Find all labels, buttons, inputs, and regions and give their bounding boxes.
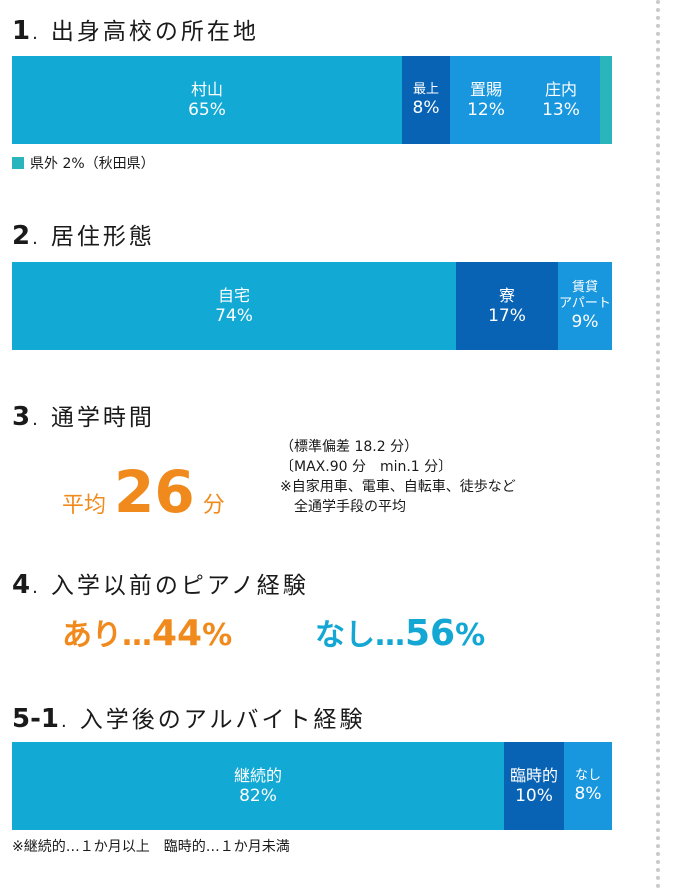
category-label: 臨時的 [509,766,558,785]
piano-yes-label: あり… [62,618,152,653]
value-label: 8% [412,98,440,118]
residence-stacked-bar: 自宅 74% 寮 17% 賃貸 アパート 9% [12,262,612,350]
category-label: 自宅 [217,286,250,305]
section-2-heading: 2. 居住形態 [12,221,155,251]
bar-segment: 寮 17% [456,262,558,350]
bar-segment: 最上 8% [402,56,450,144]
bar-segment: 継続的 82% [12,742,504,830]
category-label: 賃貸 [571,280,598,295]
piano-yes-unit: % [202,618,233,653]
category-label: なし [574,768,601,783]
segment-label: 継続的 82% [12,766,504,806]
segment-label: 庄内 13% [522,80,600,120]
origin-stacked-bar: 村山 65% 最上 8% 置賜 12% 庄内 13% [12,56,612,144]
value-label: 12% [467,100,505,120]
bar-segment: 庄内 13% [522,56,600,144]
bar-segment: なし 8% [564,742,612,830]
bar-segment [600,56,612,144]
piano-no-value: 56 [405,613,456,654]
commute-note-line: ※自家用車、電車、自転車、徒歩など [280,479,516,495]
segment-label: 村山 65% [12,80,402,120]
category-label: 継続的 [233,766,282,785]
bar-segment: 臨時的 10% [504,742,564,830]
value-label: 10% [515,786,553,806]
value-label: 74% [215,306,253,326]
piano-no-unit: % [455,618,486,653]
section-3-number: 3 [12,402,31,432]
value-label: 8% [574,784,602,804]
bar-segment: 自宅 74% [12,262,456,350]
bar-segment: 賃貸 アパート 9% [558,262,612,350]
section-5-heading: 5-1. 入学後のアルバイト経験 [12,704,366,734]
value-label: 9% [571,312,599,332]
bar-segment: 村山 65% [12,56,402,144]
out-of-prefecture-text: 県外 2%（秋田県） [30,156,155,172]
bar-segment: 置賜 12% [450,56,522,144]
segment-label: 最上 8% [402,82,450,118]
value-label: 82% [239,786,277,806]
parttime-stacked-bar: 継続的 82% 臨時的 10% なし 8% [12,742,612,830]
section-3-heading: 3. 通学時間 [12,402,155,432]
section-5-title: 入学後のアルバイト経験 [79,707,366,733]
piano-no: なし…56% [315,610,485,654]
parttime-note: ※継続的…１か月以上 臨時的…１か月未満 [12,839,290,855]
legend-swatch [12,157,24,169]
dotted-divider [656,0,660,889]
category-label: 村山 [190,80,223,99]
value-label: 17% [488,306,526,326]
section-1-number: 1 [12,16,31,46]
category-label: 寮 [498,286,515,305]
value-label: 13% [542,100,580,120]
category-label: 置賜 [469,80,502,99]
value-label: 65% [188,100,226,120]
segment-label: なし 8% [564,768,612,804]
segment-label: 賃貸 アパート 9% [558,280,612,332]
out-of-prefecture-note: 県外 2%（秋田県） [12,153,155,173]
segment-label: 自宅 74% [12,286,456,326]
commute-notes: （標準偏差 18.2 分） 〔MAX.90 分 min.1 分〕 ※自家用車、電… [280,437,516,517]
category-label: 庄内 [544,80,577,99]
commute-average-value: 26 [114,458,195,526]
section-4-title: 入学以前のピアノ経験 [50,573,309,599]
section-1-title: 出身高校の所在地 [50,19,259,45]
section-2-title: 居住形態 [50,224,155,250]
segment-label: 置賜 12% [450,80,522,120]
commute-note-line: 〔MAX.90 分 min.1 分〕 [280,459,453,475]
commute-note-line: 全通学手段の平均 [280,499,406,515]
segment-label: 寮 17% [456,286,558,326]
piano-no-label: なし… [315,618,405,653]
commute-average: 平均 26 分 [62,458,225,526]
category-label: アパート [559,296,611,311]
commute-note-line: （標準偏差 18.2 分） [280,439,419,455]
section-2-number: 2 [12,221,31,251]
section-3-title: 通学時間 [50,405,155,431]
section-5-number: 5-1 [12,704,59,734]
segment-label: 臨時的 10% [504,766,564,806]
section-1-heading: 1. 出身高校の所在地 [12,16,259,46]
commute-average-unit: 分 [202,493,225,518]
commute-average-label: 平均 [62,493,107,518]
piano-yes: あり…44% [62,610,232,654]
piano-yes-value: 44 [152,613,203,654]
section-4-heading: 4. 入学以前のピアノ経験 [12,570,309,600]
section-4-number: 4 [12,570,31,600]
category-label: 最上 [412,82,439,97]
